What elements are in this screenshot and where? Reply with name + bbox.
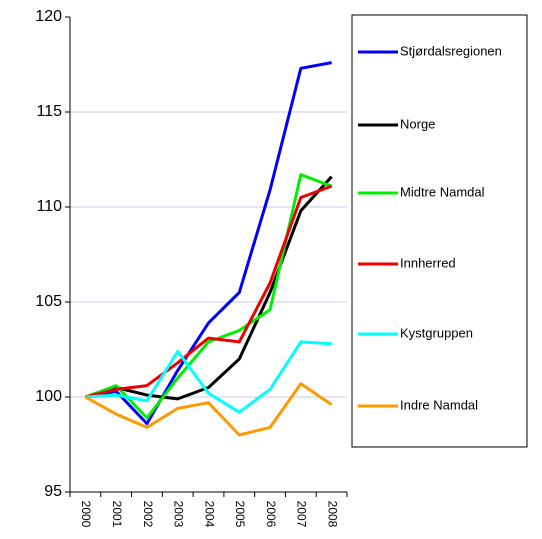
x-tick-label: 2000 — [79, 501, 93, 528]
x-tick-label: 2001 — [110, 501, 124, 528]
x-tick-label: 2006 — [264, 501, 278, 528]
legend-box — [351, 14, 528, 448]
series-line — [85, 61, 332, 426]
y-tick-label: 120 — [35, 8, 62, 25]
y-tick-label: 100 — [35, 388, 62, 405]
x-tick-label: 2005 — [233, 501, 247, 528]
x-tick-label: 2004 — [202, 501, 216, 528]
y-tick-label: 110 — [36, 198, 62, 215]
x-tick-label: 2008 — [325, 501, 339, 528]
series-line — [84, 382, 333, 437]
x-tick-label: 2002 — [141, 501, 155, 528]
series-line — [84, 175, 333, 401]
legend-label: Kystgruppen — [400, 325, 473, 340]
legend-label: Norge — [400, 116, 435, 131]
x-tick-label: 2003 — [172, 501, 186, 528]
y-tick-label: 105 — [35, 293, 62, 310]
x-tick-label: 2007 — [295, 501, 309, 528]
y-tick-label: 95 — [44, 483, 62, 500]
legend-label: Stjørdalsregionen — [400, 43, 502, 58]
legend-label: Midtre Namdal — [400, 184, 485, 199]
series-line — [85, 340, 332, 414]
legend-label: Innherred — [400, 255, 456, 270]
series-line — [85, 184, 333, 399]
y-tick-label: 115 — [36, 103, 62, 120]
legend-label: Indre Namdal — [400, 397, 478, 412]
